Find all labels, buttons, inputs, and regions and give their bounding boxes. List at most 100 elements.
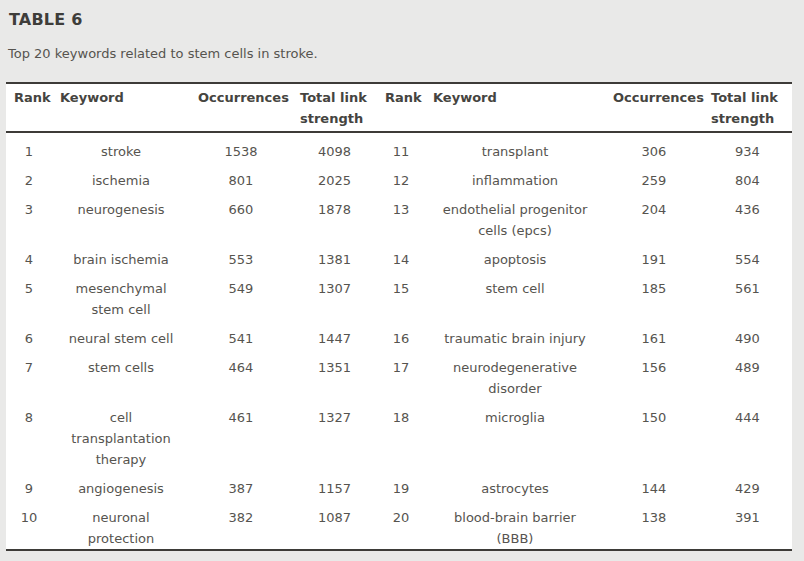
column-header-rank-right: Rank [377,84,425,132]
occurrences-cell: 801 [190,166,292,195]
keyword-cell: neural stem cell [52,324,190,353]
column-header-total-link-strength-right: Total link strength [703,84,792,132]
keyword-cell: angiogenesis [52,474,190,503]
rank-cell: 4 [6,245,52,274]
total-link-strength-cell: 490 [703,324,792,353]
occurrences-cell: 185 [605,274,703,324]
keyword-cell: mesenchymal stem cell [52,274,190,324]
occurrences-cell: 382 [190,503,292,551]
total-link-strength-cell: 436 [703,195,792,245]
total-link-strength-cell: 429 [703,474,792,503]
rank-cell: 8 [6,403,52,474]
total-link-strength-cell: 1878 [292,195,377,245]
rank-cell: 16 [377,324,425,353]
table-row: 4brain ischemia553138114apoptosis191554 [6,245,792,274]
rank-cell: 10 [6,503,52,551]
table-body: 1stroke1538409811transplant3069342ischem… [6,132,792,551]
occurrences-cell: 138 [605,503,703,551]
keyword-cell: transplant [425,132,605,166]
occurrences-cell: 387 [190,474,292,503]
keyword-cell: neurogenesis [52,195,190,245]
table-caption: Top 20 keywords related to stem cells in… [8,46,318,61]
header-row: Rank Keyword Occurrences Total link stre… [6,84,792,132]
keyword-cell: neurodegenerative disorder [425,353,605,403]
table-row: 9angiogenesis387115719astrocytes144429 [6,474,792,503]
occurrences-cell: 660 [190,195,292,245]
table-row: 1stroke1538409811transplant306934 [6,132,792,166]
rank-cell: 12 [377,166,425,195]
column-header-keyword-left: Keyword [52,84,190,132]
table-row: 10neuronal protection382108720blood-brai… [6,503,792,551]
keyword-cell: ischemia [52,166,190,195]
occurrences-cell: 144 [605,474,703,503]
total-link-strength-cell: 2025 [292,166,377,195]
column-header-occurrences-right: Occurrences [605,84,703,132]
occurrences-cell: 161 [605,324,703,353]
rank-cell: 11 [377,132,425,166]
paper-table-figure: TABLE 6 Top 20 keywords related to stem … [0,0,804,561]
rank-cell: 1 [6,132,52,166]
column-header-total-link-strength-left: Total link strength [292,84,377,132]
rank-cell: 6 [6,324,52,353]
keyword-cell: inflammation [425,166,605,195]
rank-cell: 15 [377,274,425,324]
total-link-strength-cell: 1327 [292,403,377,474]
occurrences-cell: 150 [605,403,703,474]
total-link-strength-cell: 1381 [292,245,377,274]
keywords-table: Rank Keyword Occurrences Total link stre… [6,84,792,551]
occurrences-cell: 553 [190,245,292,274]
rank-cell: 2 [6,166,52,195]
keyword-cell: brain ischemia [52,245,190,274]
keyword-cell: cell transplantation therapy [52,403,190,474]
total-link-strength-cell: 1307 [292,274,377,324]
total-link-strength-cell: 554 [703,245,792,274]
occurrences-cell: 259 [605,166,703,195]
keyword-cell: stem cell [425,274,605,324]
total-link-strength-cell: 489 [703,353,792,403]
keyword-cell: microglia [425,403,605,474]
total-link-strength-cell: 934 [703,132,792,166]
keyword-cell: stroke [52,132,190,166]
column-header-keyword-right: Keyword [425,84,605,132]
table-row: 8cell transplantation therapy461132718mi… [6,403,792,474]
occurrences-cell: 464 [190,353,292,403]
table-row: 5mesenchymal stem cell549130715stem cell… [6,274,792,324]
total-link-strength-cell: 561 [703,274,792,324]
keyword-cell: apoptosis [425,245,605,274]
keyword-cell: endothelial progenitor cells (epcs) [425,195,605,245]
total-link-strength-cell: 1087 [292,503,377,551]
total-link-strength-cell: 444 [703,403,792,474]
rank-cell: 7 [6,353,52,403]
occurrences-cell: 1538 [190,132,292,166]
total-link-strength-cell: 391 [703,503,792,551]
table-row: 6neural stem cell541144716traumatic brai… [6,324,792,353]
keyword-cell: stem cells [52,353,190,403]
table-header: Rank Keyword Occurrences Total link stre… [6,84,792,132]
rank-cell: 9 [6,474,52,503]
rank-cell: 17 [377,353,425,403]
column-header-occurrences-left: Occurrences [190,84,292,132]
occurrences-cell: 549 [190,274,292,324]
total-link-strength-cell: 1447 [292,324,377,353]
table-row: 7stem cells464135117neurodegenerative di… [6,353,792,403]
table-card: Rank Keyword Occurrences Total link stre… [6,82,792,551]
table-title: TABLE 6 [9,10,82,29]
total-link-strength-cell: 1157 [292,474,377,503]
occurrences-cell: 306 [605,132,703,166]
total-link-strength-cell: 4098 [292,132,377,166]
table-row: 3neurogenesis660187813endothelial progen… [6,195,792,245]
total-link-strength-cell: 804 [703,166,792,195]
rank-cell: 18 [377,403,425,474]
occurrences-cell: 204 [605,195,703,245]
keyword-cell: astrocytes [425,474,605,503]
rank-cell: 13 [377,195,425,245]
rank-cell: 14 [377,245,425,274]
keyword-cell: blood-brain barrier (BBB) [425,503,605,551]
occurrences-cell: 461 [190,403,292,474]
occurrences-cell: 191 [605,245,703,274]
occurrences-cell: 156 [605,353,703,403]
column-header-rank-left: Rank [6,84,52,132]
keyword-cell: neuronal protection [52,503,190,551]
table-row: 2ischemia801202512inflammation259804 [6,166,792,195]
total-link-strength-cell: 1351 [292,353,377,403]
